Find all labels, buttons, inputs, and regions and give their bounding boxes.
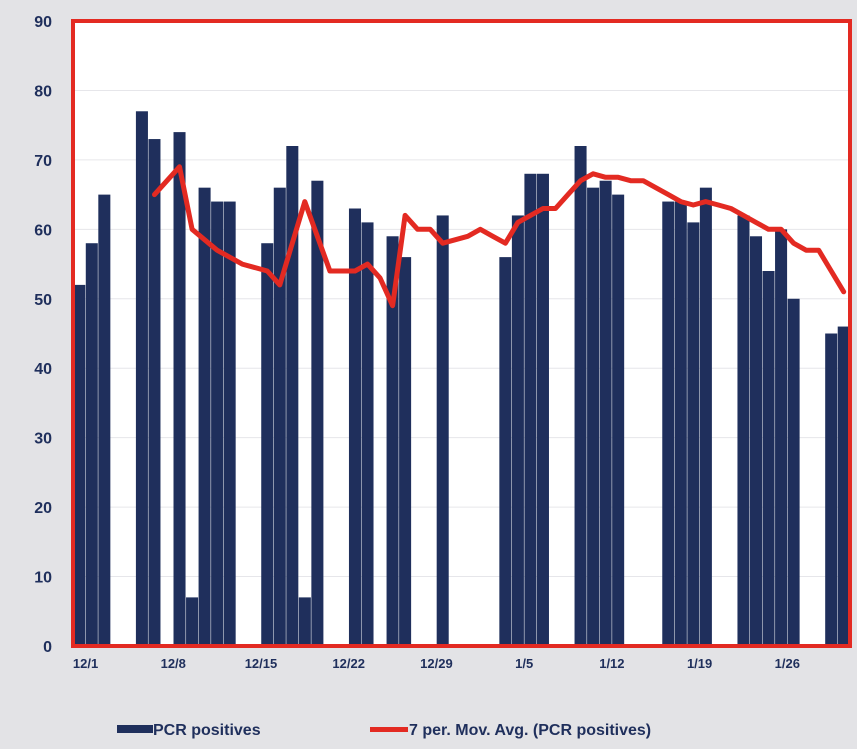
bar bbox=[98, 194, 111, 646]
bar bbox=[574, 146, 587, 646]
bar bbox=[687, 222, 700, 646]
y-tick-label: 40 bbox=[34, 361, 52, 378]
bar bbox=[837, 326, 850, 646]
bar bbox=[186, 597, 199, 646]
y-tick-label: 10 bbox=[34, 570, 52, 587]
y-tick-label: 70 bbox=[34, 153, 52, 170]
bar bbox=[699, 187, 712, 646]
x-tick-label: 12/29 bbox=[420, 656, 453, 671]
bar-series bbox=[73, 111, 850, 647]
bar bbox=[536, 173, 549, 646]
bar bbox=[73, 284, 86, 646]
x-tick-label: 1/5 bbox=[515, 656, 533, 671]
bar bbox=[311, 180, 324, 646]
x-tick-label: 12/22 bbox=[332, 656, 365, 671]
x-tick-label: 12/8 bbox=[161, 656, 186, 671]
y-tick-label: 60 bbox=[34, 222, 52, 239]
bar bbox=[737, 215, 750, 646]
bar bbox=[286, 146, 299, 646]
x-tick-label: 12/15 bbox=[245, 656, 278, 671]
bar bbox=[787, 298, 800, 646]
bar bbox=[298, 597, 311, 646]
bar bbox=[749, 236, 763, 646]
y-tick-label: 30 bbox=[34, 431, 52, 448]
bar bbox=[674, 201, 687, 647]
bar bbox=[361, 222, 374, 646]
bar bbox=[211, 201, 224, 647]
x-tick-label: 1/26 bbox=[775, 656, 800, 671]
x-axis: 12/1 12/8 12/15 12/22 12/29 1/5 1/12 1/19 1/26 bbox=[73, 656, 800, 671]
bar bbox=[198, 187, 211, 646]
bar bbox=[273, 187, 286, 646]
legend-label-line: 7 per. Mov. Avg. (PCR positives) bbox=[409, 722, 651, 739]
y-tick-label: 20 bbox=[34, 500, 52, 517]
bar bbox=[399, 257, 412, 646]
legend-swatch-bars bbox=[117, 725, 153, 733]
bar bbox=[173, 132, 186, 647]
legend: PCR positives 7 per. Mov. Avg. (PCR posi… bbox=[117, 722, 651, 739]
y-tick-label: 50 bbox=[34, 292, 52, 309]
bar bbox=[223, 201, 236, 647]
bar bbox=[499, 257, 512, 646]
bar bbox=[436, 215, 449, 646]
bar bbox=[85, 243, 98, 646]
bar bbox=[261, 243, 274, 646]
bar bbox=[348, 208, 361, 646]
x-tick-label: 12/1 bbox=[73, 656, 98, 671]
bar bbox=[599, 180, 612, 646]
x-tick-label: 1/12 bbox=[599, 656, 624, 671]
x-tick-label: 1/19 bbox=[687, 656, 712, 671]
bar bbox=[511, 215, 524, 646]
bar bbox=[825, 333, 838, 646]
y-tick-label: 90 bbox=[34, 14, 52, 31]
bar bbox=[775, 229, 788, 647]
plot-area bbox=[73, 21, 850, 646]
y-axis: 0 10 20 30 40 50 60 70 80 90 bbox=[34, 14, 52, 656]
bar bbox=[386, 236, 399, 646]
bar bbox=[762, 271, 775, 646]
y-tick-label: 80 bbox=[34, 83, 52, 100]
moving-average-line bbox=[152, 164, 847, 309]
bar bbox=[612, 194, 625, 646]
bar bbox=[135, 111, 148, 647]
bar bbox=[587, 187, 600, 646]
y-tick-label: 0 bbox=[43, 639, 52, 656]
bar bbox=[148, 139, 161, 647]
bar bbox=[524, 173, 537, 646]
legend-swatch-line bbox=[370, 727, 408, 732]
plot-border bbox=[71, 19, 852, 648]
bar bbox=[662, 201, 675, 647]
legend-label-bars: PCR positives bbox=[153, 722, 261, 739]
